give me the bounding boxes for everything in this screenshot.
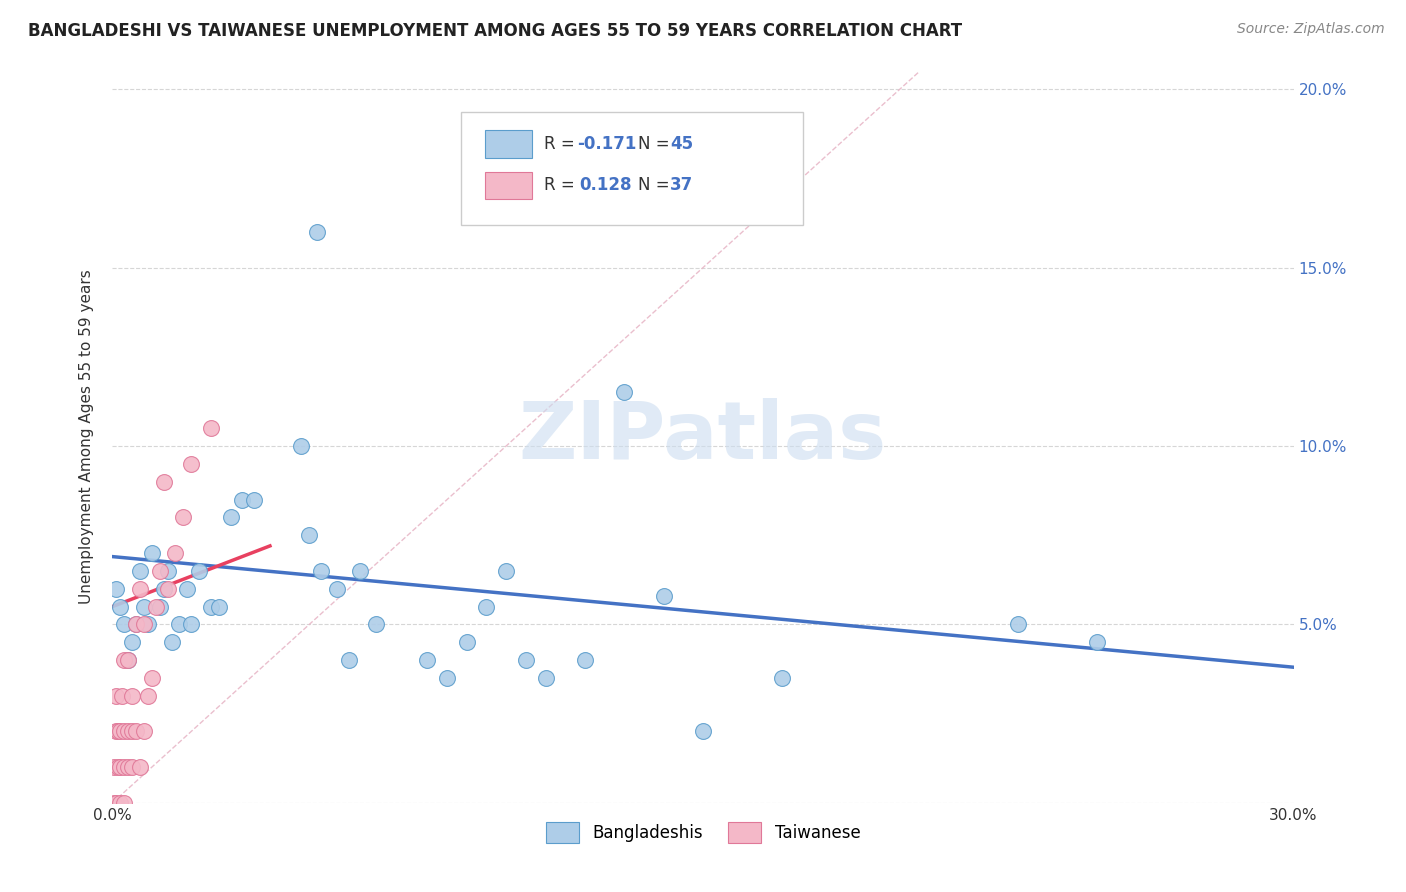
Point [188,564,211,578]
Text: Source: ZipAtlas.com: Source: ZipAtlas.com [1237,22,1385,37]
Text: -0.171: -0.171 [576,135,636,153]
Point [309,564,332,578]
Point [136,617,159,632]
Point [349,564,371,578]
Point [107,724,129,739]
Point [110,599,132,614]
Text: 0.128: 0.128 [579,177,631,194]
Point [117,760,139,774]
Point [121,689,143,703]
Point [125,617,148,632]
Point [105,796,128,810]
Point [1007,617,1029,632]
Point [117,653,139,667]
Point [105,689,128,703]
Point [103,796,125,810]
FancyBboxPatch shape [461,112,803,225]
Text: N =: N = [638,135,675,153]
Point [613,385,636,400]
Point [121,635,143,649]
Point [132,599,155,614]
Point [132,617,155,632]
Point [112,617,135,632]
Point [436,671,458,685]
Point [105,724,128,739]
Point [692,724,714,739]
Point [475,599,498,614]
Point [290,439,312,453]
Point [149,564,172,578]
Point [129,760,152,774]
Point [219,510,242,524]
Legend: Bangladeshis, Taiwanese: Bangladeshis, Taiwanese [538,815,868,849]
FancyBboxPatch shape [485,130,531,158]
Point [132,724,155,739]
Point [110,796,132,810]
Text: R =: R = [544,135,579,153]
Text: 37: 37 [669,177,693,194]
Point [121,724,143,739]
Point [141,671,163,685]
Point [136,689,159,703]
Point [180,617,202,632]
Point [125,617,148,632]
Point [770,671,793,685]
Point [129,564,152,578]
Point [200,599,222,614]
Point [231,492,253,507]
Point [337,653,360,667]
Point [156,564,179,578]
Point [112,796,135,810]
Point [172,510,194,524]
Point [200,421,222,435]
Point [110,724,132,739]
Text: BANGLADESHI VS TAIWANESE UNEMPLOYMENT AMONG AGES 55 TO 59 YEARS CORRELATION CHAR: BANGLADESHI VS TAIWANESE UNEMPLOYMENT AM… [28,22,962,40]
Point [1085,635,1108,649]
Point [534,671,557,685]
Point [495,564,517,578]
Point [366,617,388,632]
Point [574,653,596,667]
Point [160,635,183,649]
Point [141,546,163,560]
Point [125,724,148,739]
Y-axis label: Unemployment Among Ages 55 to 59 years: Unemployment Among Ages 55 to 59 years [79,269,94,605]
Point [112,724,135,739]
Point [176,582,198,596]
Point [298,528,321,542]
Point [243,492,266,507]
Point [121,760,143,774]
Point [208,599,231,614]
Point [307,225,329,239]
Point [110,760,132,774]
Text: ZIPatlas: ZIPatlas [519,398,887,476]
Point [152,582,174,596]
FancyBboxPatch shape [485,171,531,200]
Point [117,653,139,667]
Point [515,653,537,667]
Point [326,582,349,596]
Point [652,589,675,603]
Point [169,617,191,632]
Point [145,599,167,614]
Text: N =: N = [638,177,675,194]
Point [105,582,128,596]
Point [152,475,174,489]
Text: 45: 45 [669,135,693,153]
Point [149,599,172,614]
Point [416,653,439,667]
Point [112,653,135,667]
Point [156,582,179,596]
Point [180,457,202,471]
Point [456,635,478,649]
Point [112,760,135,774]
Point [129,582,152,596]
Point [103,760,125,774]
Point [111,689,134,703]
Point [117,724,139,739]
Point [165,546,187,560]
Text: R =: R = [544,177,579,194]
Point [107,760,129,774]
